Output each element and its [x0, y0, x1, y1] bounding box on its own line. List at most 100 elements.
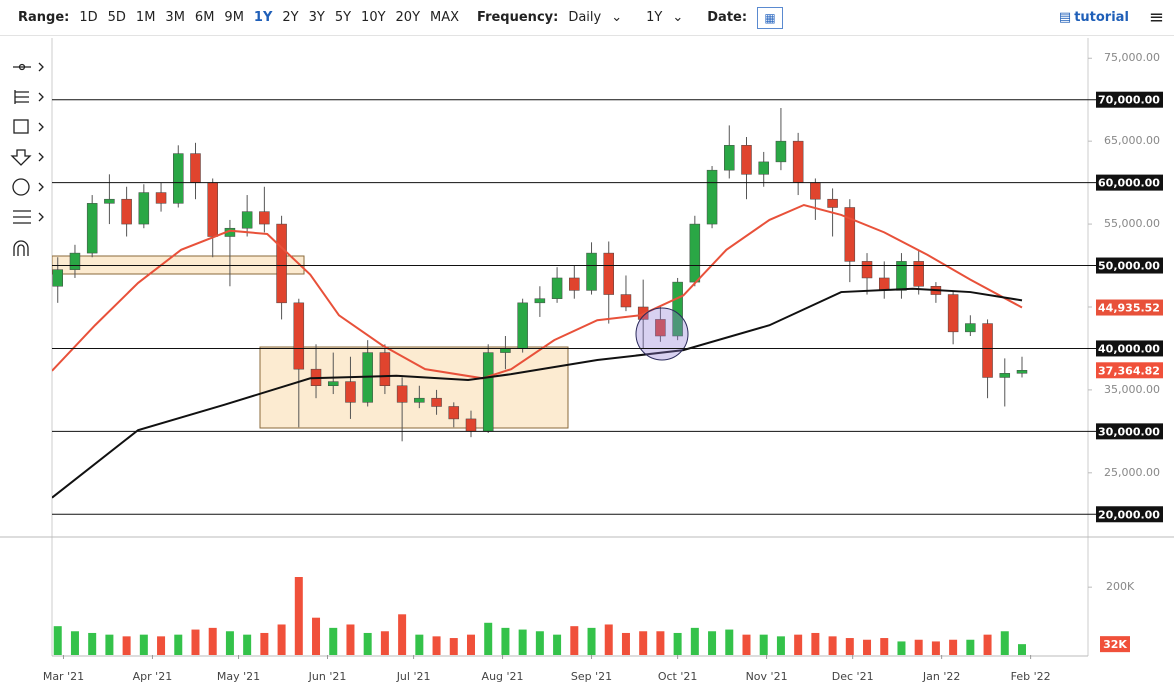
candle-body [190, 153, 201, 183]
volume-bar [122, 636, 131, 655]
candle-body [138, 192, 150, 225]
x-tick-label: Oct '21 [658, 670, 698, 683]
drawing-tools [10, 62, 44, 256]
tutorial-text: tutorial [1074, 10, 1129, 25]
frequency-select[interactable]: Daily [568, 10, 602, 25]
range-option[interactable]: 2Y [282, 10, 299, 25]
tool-magnet[interactable] [13, 240, 29, 256]
volume-bar [398, 614, 407, 655]
moving-average [52, 287, 1023, 499]
candle-body [586, 252, 597, 291]
volume-bar [535, 631, 544, 655]
volume-bar [621, 632, 630, 655]
level-badge [1096, 340, 1163, 357]
volume-bar [260, 632, 269, 655]
volume-bar [346, 624, 355, 655]
volume-bar [880, 638, 889, 655]
date-picker[interactable]: ▦ [757, 6, 784, 29]
y-tick-label: 55,000.00 [1104, 217, 1160, 230]
price-badge-label: 37,364.82 [1098, 364, 1160, 377]
candle-body [173, 153, 184, 204]
candle-body [672, 281, 683, 337]
candle-body [104, 198, 115, 204]
range-option[interactable]: 9M [224, 10, 244, 25]
menu-button[interactable]: ≡ [1148, 7, 1164, 28]
candle-body [913, 261, 924, 287]
x-tick-label: Feb '22 [1011, 670, 1051, 683]
candle-body [810, 182, 821, 200]
candle-body [982, 323, 993, 378]
range-option[interactable]: 3Y [308, 10, 325, 25]
candle-body [861, 261, 873, 279]
volume-bar [208, 627, 217, 655]
candle-body [551, 277, 563, 299]
toolbar: Range: 1D 5D 1M 3M 6M 9M 1Y 2Y 3Y 5Y 10Y 20Y MAX Fre… [0, 0, 1174, 36]
volume-bar [845, 638, 854, 655]
chevron: ⌄ [611, 10, 623, 25]
volume-bar [312, 617, 321, 655]
x-tick-label: Mar '21 [43, 670, 84, 683]
x-tick-label: Jun '21 [308, 670, 347, 683]
volume-bar [553, 634, 562, 655]
volume-bar [363, 632, 372, 655]
volume-badge-label: 32K [1103, 638, 1127, 651]
moving-average [52, 203, 1023, 380]
candle-body [345, 381, 356, 403]
range-option[interactable]: 1Y [253, 10, 273, 25]
tool-arrow[interactable] [10, 149, 44, 166]
range-option[interactable]: 5D [107, 10, 126, 25]
tool-fib[interactable] [14, 90, 44, 104]
volume-bar [157, 636, 166, 655]
period-select[interactable]: 1Y [646, 10, 663, 25]
range-option[interactable]: 3M [165, 10, 185, 25]
candle-body [86, 203, 98, 254]
candle-body [792, 140, 804, 183]
volume-bar [863, 639, 872, 655]
volume-bar [587, 627, 596, 655]
candle-body [724, 145, 735, 171]
volume-bar [949, 639, 958, 655]
candle-body [431, 397, 442, 407]
level-badge [1096, 174, 1163, 191]
candle-body [327, 381, 339, 387]
range-option[interactable]: 5Y [334, 10, 352, 25]
candle-body [293, 302, 305, 370]
candle-body [534, 298, 546, 304]
volume-bar [983, 634, 992, 655]
range-option[interactable]: MAX [430, 10, 460, 25]
tool-measure[interactable] [13, 210, 44, 224]
tool-line[interactable] [13, 62, 44, 72]
range-option[interactable]: 1D [79, 10, 98, 25]
volume-bar [70, 631, 79, 655]
tutorial-link[interactable]: ▤ tutorial [1059, 10, 1139, 25]
tool-text[interactable] [12, 178, 44, 196]
annotations [52, 255, 569, 429]
volume-bar [53, 626, 62, 655]
y-tick-label: 60,000.00 [1098, 177, 1160, 190]
candle-body [121, 198, 132, 225]
range-option[interactable]: 1M [135, 10, 156, 25]
tool-shape[interactable] [13, 119, 44, 134]
zone-box [259, 346, 569, 429]
y-tick-label: 40,000.00 [1098, 342, 1160, 355]
volume-bar [484, 622, 493, 655]
candle-body [448, 406, 460, 420]
zone-box [52, 255, 305, 275]
range-option[interactable]: 20Y [395, 10, 421, 25]
x-tick-label: Sep '21 [571, 670, 612, 683]
candle-body [827, 198, 838, 208]
candle-body [482, 352, 494, 432]
volume-bar [1017, 644, 1026, 655]
volume-bar [432, 636, 441, 655]
range-option[interactable]: 6M [194, 10, 215, 25]
volume-bar [897, 641, 906, 655]
range-option[interactable]: 10Y [361, 10, 386, 25]
volume-bar [1000, 631, 1009, 655]
volume-bar [811, 632, 820, 655]
level-badge [1096, 257, 1163, 274]
volume-bar [449, 638, 458, 655]
volume-bar [243, 634, 252, 655]
candle-body [517, 302, 528, 349]
y-tick-label: 50,000.00 [1098, 260, 1160, 273]
